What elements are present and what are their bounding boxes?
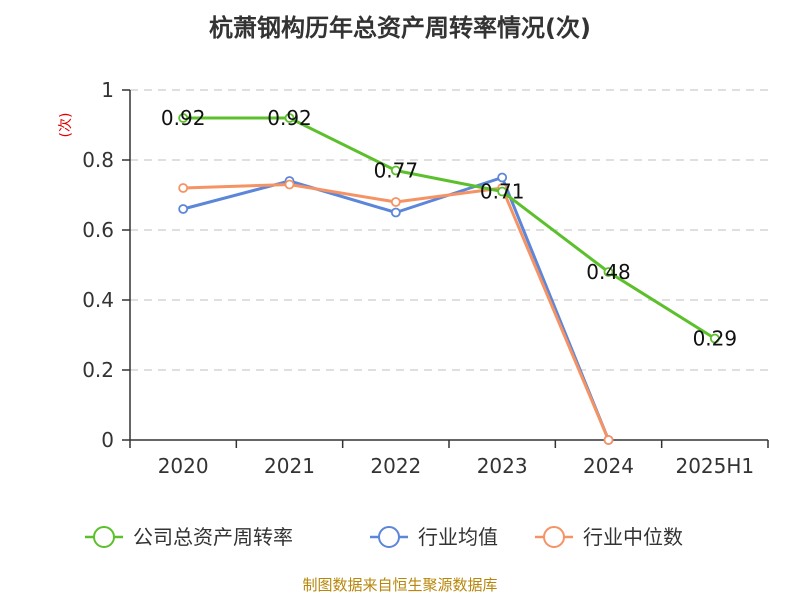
series-point: [603, 267, 614, 277]
series-point: [178, 204, 189, 214]
legend-marker: [543, 526, 565, 548]
series-point: [709, 333, 720, 344]
legend-marker: [93, 526, 115, 548]
x-tick-label: 2025H1: [675, 454, 754, 478]
series-point: [390, 197, 401, 207]
legend-label: 公司总资产周转率: [133, 525, 293, 549]
data-label: 0.77: [374, 159, 419, 183]
series-point: [284, 113, 295, 123]
data-label: 0.29: [693, 327, 738, 351]
legend-label: 行业均值: [418, 525, 498, 549]
x-tick-label: 2020: [158, 454, 209, 478]
series-point: [497, 172, 508, 183]
y-tick-label: 0.6: [82, 218, 114, 242]
y-axis-unit: (次): [58, 113, 74, 138]
source-note: 制图数据来自恒生聚源数据库: [302, 576, 497, 594]
chart-title: 杭萧钢构历年总资产周转率情况(次): [209, 14, 591, 42]
series-point: [284, 179, 295, 190]
series-point: [497, 186, 508, 197]
legend-label: 行业中位数: [583, 525, 683, 549]
series-point: [390, 207, 401, 218]
x-tick-label: 2023: [477, 454, 528, 478]
x-tick-label: 2024: [583, 454, 634, 478]
y-tick-label: 0.4: [82, 288, 114, 312]
legend-marker: [378, 526, 400, 548]
axes: 0 0.2 0.4 0.6 0.8 1 2020 2021 2022 2023 2024 2025H1: [82, 78, 769, 478]
series-point: [178, 113, 189, 123]
grid-lines: [130, 89, 768, 371]
data-labels: 0.92 0.92 0.77 0.71 0.48 0.29: [161, 106, 737, 351]
data-label: 0.92: [161, 106, 206, 130]
x-tick-label: 2022: [370, 454, 421, 478]
series-line: [183, 116, 716, 340]
x-tick-label: 2021: [264, 454, 315, 478]
series-point: [603, 435, 614, 445]
data-label: 0.48: [586, 260, 631, 284]
series-point: [390, 165, 401, 176]
y-tick-label: 0.8: [82, 148, 114, 172]
data-label: 0.71: [480, 180, 525, 204]
series-layer: [178, 113, 720, 445]
legend: 公司总资产周转率 行业均值 行业中位数: [85, 525, 683, 549]
y-tick-label: 0: [101, 428, 114, 452]
data-label: 0.92: [267, 106, 312, 130]
series-point: [178, 183, 189, 193]
y-tick-label: 0.2: [82, 358, 114, 382]
y-tick-label: 1: [101, 78, 114, 102]
